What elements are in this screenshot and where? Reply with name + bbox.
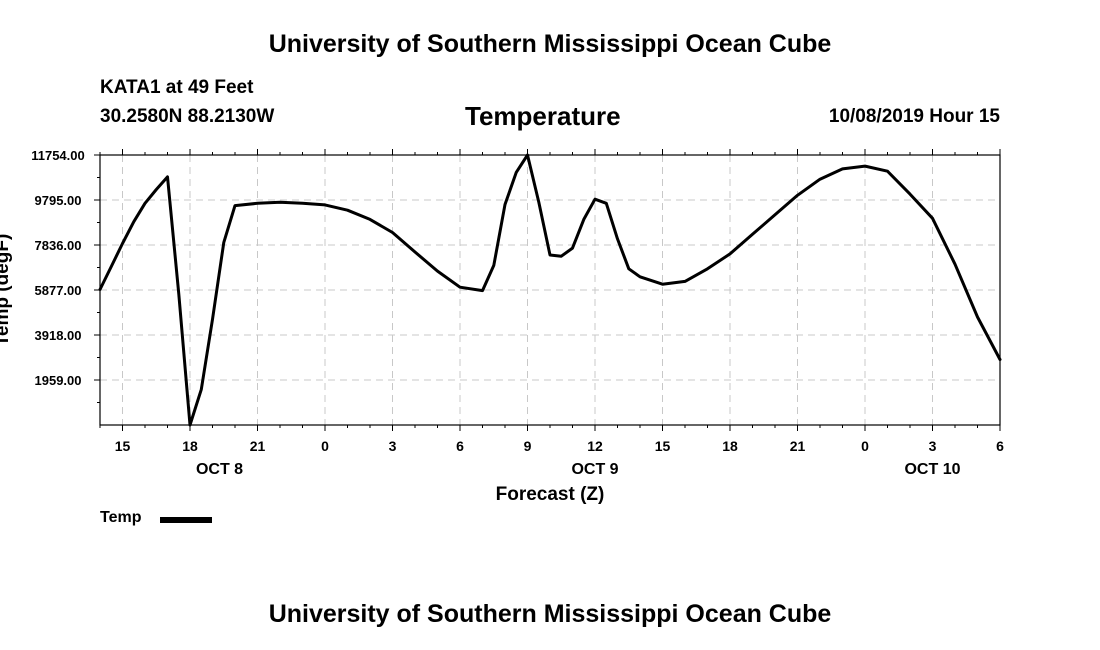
x-tick-label: 3 <box>389 438 397 454</box>
series-line-temp <box>98 153 1002 427</box>
x-tick-label: 18 <box>722 438 738 454</box>
chart-grid <box>100 154 1001 425</box>
y-tick-label: 3918.00 <box>35 328 82 343</box>
x-tick-label: 18 <box>182 438 198 454</box>
coordinates-label: 30.2580N 88.2130W <box>100 106 275 127</box>
page-title-bottom: University of Southern Mississippi Ocean… <box>268 600 832 628</box>
x-tick-label: 0 <box>321 438 329 454</box>
datetime-label: 10/08/2019 Hour 15 <box>828 106 1000 127</box>
chart-subtitle: Temperature <box>465 101 621 131</box>
x-tick-label: 15 <box>115 438 131 454</box>
x-axis: 15 18 21 0 3 6 9 12 15 18 21 0 3 6 OCT 8 OCT 9 OCT 10 <box>99 149 1004 478</box>
day-label: OCT 8 <box>196 461 243 478</box>
legend-swatch <box>160 517 212 523</box>
x-tick-label: 3 <box>929 438 937 454</box>
y-tick-label: 9795.00 <box>35 193 82 208</box>
y-axis: 11754.00 9795.00 7836.00 5877.00 3918.00 1959… <box>31 148 100 403</box>
y-tick-label: 1959.00 <box>35 373 82 388</box>
day-label: OCT 10 <box>904 461 960 478</box>
x-tick-label: 21 <box>250 438 266 454</box>
y-tick-label: 7836.00 <box>35 238 82 253</box>
page-title-top: University of Southern Mississippi Ocean… <box>268 30 832 58</box>
y-tick-label: 5877.00 <box>35 283 82 298</box>
x-tick-label: 15 <box>655 438 671 454</box>
series-layer <box>98 153 1002 427</box>
x-tick-label: 6 <box>456 438 464 454</box>
x-tick-label: 21 <box>790 438 806 454</box>
x-tick-label: 9 <box>524 438 532 454</box>
x-axis-label: Forecast (Z) <box>496 484 605 505</box>
station-label: KATA1 at 49 Feet <box>100 77 254 98</box>
y-axis-label: Temp (degF) <box>0 234 13 347</box>
day-label: OCT 9 <box>571 461 618 478</box>
legend-label: Temp <box>100 509 142 526</box>
x-tick-label: 6 <box>996 438 1004 454</box>
y-tick-label: 11754.00 <box>31 148 85 163</box>
x-tick-label: 12 <box>587 438 603 454</box>
x-tick-label: 0 <box>861 438 869 454</box>
